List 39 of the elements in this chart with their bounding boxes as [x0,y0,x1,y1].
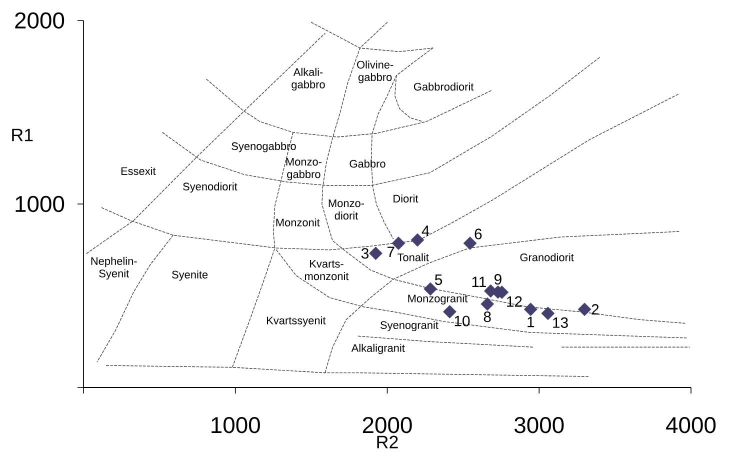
annotation: 2 [592,304,599,315]
annotation: Syenodiorit [183,182,238,193]
annotation: Monzogranit [408,294,468,305]
annotation: Diorit [394,194,418,203]
annotation: Alkali-gabbro [292,68,325,91]
annotation: 3 [361,248,369,259]
x-axis-title: R2 [377,436,398,448]
annotation: Gabbrodiorit [414,82,474,91]
annotation: Syenogranit [380,320,438,332]
annotation: Tonalit [397,253,429,262]
annotation: Granodiorit [520,253,574,262]
annotation: 7 [387,246,394,258]
annotation: Gabbro [350,160,386,168]
annotation: Olivine-gabbro [357,60,394,84]
annotation: 1 [528,316,534,328]
annotation: Monzo-diorit [328,199,364,220]
annotation: Monzonit [276,218,320,226]
annotation: Nephelin-Syenit [91,256,137,280]
x-tick-label: 1000 [212,417,260,434]
annotation: 5 [434,274,442,285]
annotation: 4 [422,226,430,236]
annotation: 6 [474,228,482,240]
annotation: Kvarts-monzonit [305,260,349,280]
y-axis-title: R1 [12,128,33,142]
annotation: Syenogabbro [232,142,296,152]
annotation: 12 [507,296,522,307]
annotation: Monzo-gabbro [286,158,322,180]
annotation: Alkaligranit [351,344,405,354]
annotation: 9 [494,274,502,285]
annotation: 8 [484,312,491,322]
x-tick-label: 2000 [362,417,412,434]
annotation: Kvartssyenit [266,316,326,327]
x-tick-label: 4000 [666,417,716,434]
x-tick-label: 3000 [514,417,564,434]
annotation: Essexit [121,166,156,175]
annotation: Syenite [172,270,208,281]
annotation: 13 [553,317,568,328]
annotation: 10 [454,316,470,326]
annotation: 11 [472,276,486,287]
